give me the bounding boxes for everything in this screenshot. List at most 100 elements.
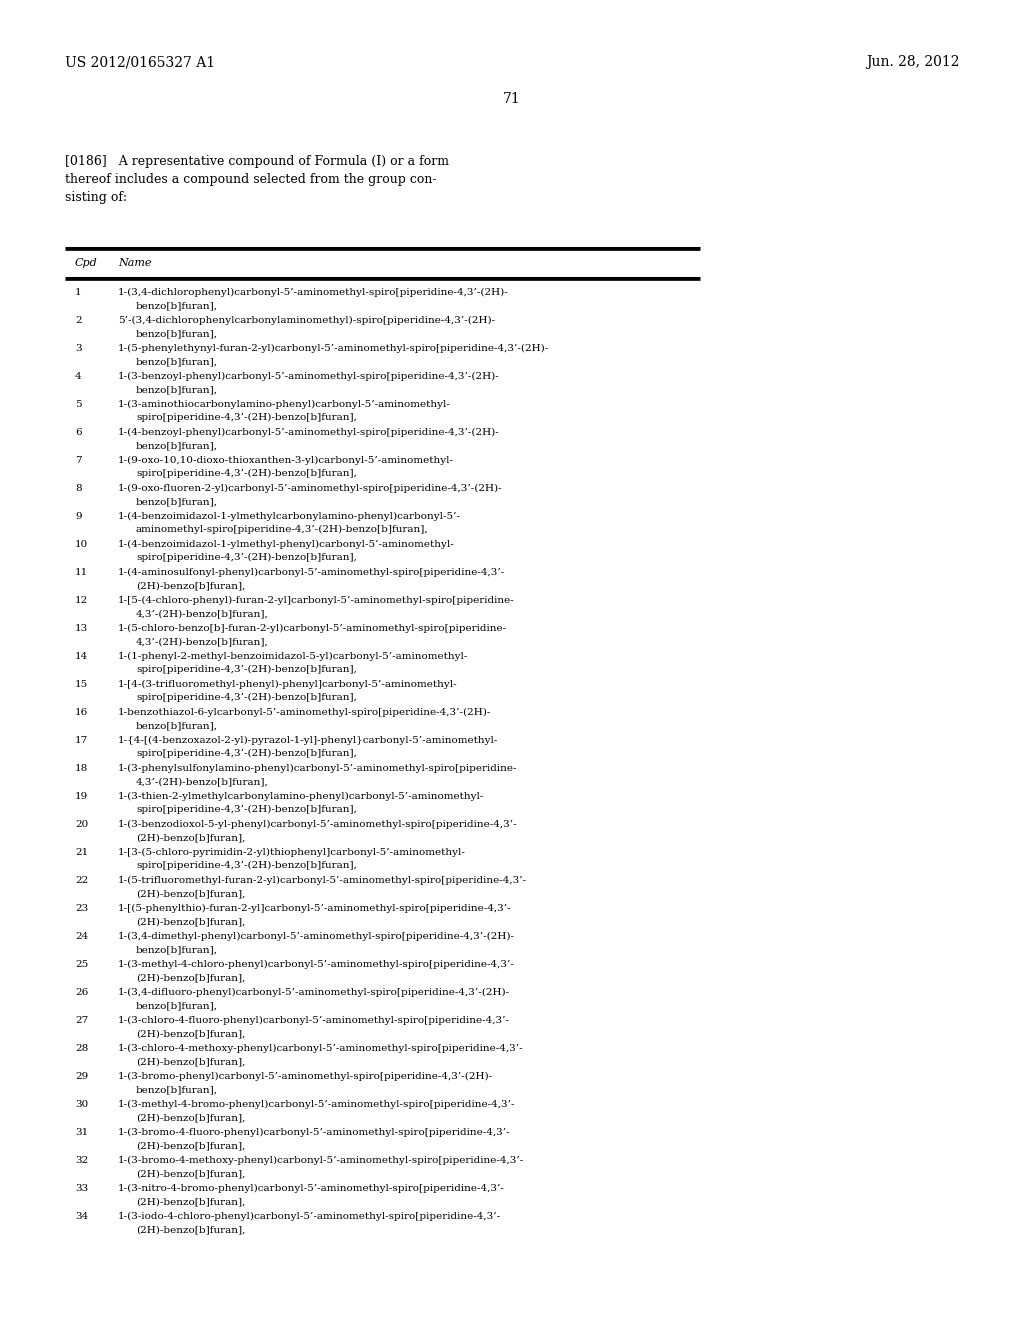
Text: spiro[piperidine-4,3’-(2H)-benzo[b]furan],: spiro[piperidine-4,3’-(2H)-benzo[b]furan… — [136, 693, 357, 702]
Text: 15: 15 — [75, 680, 88, 689]
Text: 2: 2 — [75, 315, 82, 325]
Text: (2H)-benzo[b]furan],: (2H)-benzo[b]furan], — [136, 1057, 246, 1067]
Text: spiro[piperidine-4,3’-(2H)-benzo[b]furan],: spiro[piperidine-4,3’-(2H)-benzo[b]furan… — [136, 805, 357, 814]
Text: spiro[piperidine-4,3’-(2H)-benzo[b]furan],: spiro[piperidine-4,3’-(2H)-benzo[b]furan… — [136, 748, 357, 758]
Text: US 2012/0165327 A1: US 2012/0165327 A1 — [65, 55, 215, 69]
Text: 1-(5-trifluoromethyl-furan-2-yl)carbonyl-5’-aminomethyl-spiro[piperidine-4,3’-: 1-(5-trifluoromethyl-furan-2-yl)carbonyl… — [118, 876, 527, 886]
Text: 1-(3-benzodioxol-5-yl-phenyl)carbonyl-5’-aminomethyl-spiro[piperidine-4,3’-: 1-(3-benzodioxol-5-yl-phenyl)carbonyl-5’… — [118, 820, 517, 829]
Text: (2H)-benzo[b]furan],: (2H)-benzo[b]furan], — [136, 1197, 246, 1206]
Text: 1-(1-phenyl-2-methyl-benzoimidazol-5-yl)carbonyl-5’-aminomethyl-: 1-(1-phenyl-2-methyl-benzoimidazol-5-yl)… — [118, 652, 468, 661]
Text: 1-(3-chloro-4-fluoro-phenyl)carbonyl-5’-aminomethyl-spiro[piperidine-4,3’-: 1-(3-chloro-4-fluoro-phenyl)carbonyl-5’-… — [118, 1016, 510, 1026]
Text: sisting of:: sisting of: — [65, 191, 127, 205]
Text: 6: 6 — [75, 428, 82, 437]
Text: 1-{4-[(4-benzoxazol-2-yl)-pyrazol-1-yl]-phenyl}carbonyl-5’-aminomethyl-: 1-{4-[(4-benzoxazol-2-yl)-pyrazol-1-yl]-… — [118, 737, 499, 744]
Text: 1-[(5-phenylthio)-furan-2-yl]carbonyl-5’-aminomethyl-spiro[piperidine-4,3’-: 1-[(5-phenylthio)-furan-2-yl]carbonyl-5’… — [118, 904, 512, 913]
Text: 71: 71 — [503, 92, 521, 106]
Text: 1-(3,4-dichlorophenyl)carbonyl-5’-aminomethyl-spiro[piperidine-4,3’-(2H)-: 1-(3,4-dichlorophenyl)carbonyl-5’-aminom… — [118, 288, 509, 297]
Text: 9: 9 — [75, 512, 82, 521]
Text: 1-(3-bromo-phenyl)carbonyl-5’-aminomethyl-spiro[piperidine-4,3’-(2H)-: 1-(3-bromo-phenyl)carbonyl-5’-aminomethy… — [118, 1072, 494, 1081]
Text: benzo[b]furan],: benzo[b]furan], — [136, 329, 218, 338]
Text: 26: 26 — [75, 987, 88, 997]
Text: (2H)-benzo[b]furan],: (2H)-benzo[b]furan], — [136, 1140, 246, 1150]
Text: 1-(3-methyl-4-chloro-phenyl)carbonyl-5’-aminomethyl-spiro[piperidine-4,3’-: 1-(3-methyl-4-chloro-phenyl)carbonyl-5’-… — [118, 960, 515, 969]
Text: benzo[b]furan],: benzo[b]furan], — [136, 721, 218, 730]
Text: spiro[piperidine-4,3’-(2H)-benzo[b]furan],: spiro[piperidine-4,3’-(2H)-benzo[b]furan… — [136, 553, 357, 562]
Text: Cpd: Cpd — [75, 257, 97, 268]
Text: 1-(3-iodo-4-chloro-phenyl)carbonyl-5’-aminomethyl-spiro[piperidine-4,3’-: 1-(3-iodo-4-chloro-phenyl)carbonyl-5’-am… — [118, 1212, 501, 1221]
Text: spiro[piperidine-4,3’-(2H)-benzo[b]furan],: spiro[piperidine-4,3’-(2H)-benzo[b]furan… — [136, 665, 357, 675]
Text: 5’-(3,4-dichlorophenylcarbonylaminomethyl)-spiro[piperidine-4,3’-(2H)-: 5’-(3,4-dichlorophenylcarbonylaminomethy… — [118, 315, 496, 325]
Text: 28: 28 — [75, 1044, 88, 1053]
Text: benzo[b]furan],: benzo[b]furan], — [136, 1001, 218, 1010]
Text: benzo[b]furan],: benzo[b]furan], — [136, 945, 218, 954]
Text: 1-[5-(4-chloro-phenyl)-furan-2-yl]carbonyl-5’-aminomethyl-spiro[piperidine-: 1-[5-(4-chloro-phenyl)-furan-2-yl]carbon… — [118, 597, 515, 605]
Text: 19: 19 — [75, 792, 88, 801]
Text: 1-(3-chloro-4-methoxy-phenyl)carbonyl-5’-aminomethyl-spiro[piperidine-4,3’-: 1-(3-chloro-4-methoxy-phenyl)carbonyl-5’… — [118, 1044, 523, 1053]
Text: 1-(5-chloro-benzo[b]-furan-2-yl)carbonyl-5’-aminomethyl-spiro[piperidine-: 1-(5-chloro-benzo[b]-furan-2-yl)carbonyl… — [118, 624, 507, 634]
Text: Name: Name — [118, 257, 152, 268]
Text: 1-(3-aminothiocarbonylamino-phenyl)carbonyl-5’-aminomethyl-: 1-(3-aminothiocarbonylamino-phenyl)carbo… — [118, 400, 451, 409]
Text: (2H)-benzo[b]furan],: (2H)-benzo[b]furan], — [136, 1170, 246, 1177]
Text: 1-(3-methyl-4-bromo-phenyl)carbonyl-5’-aminomethyl-spiro[piperidine-4,3’-: 1-(3-methyl-4-bromo-phenyl)carbonyl-5’-a… — [118, 1100, 515, 1109]
Text: benzo[b]furan],: benzo[b]furan], — [136, 441, 218, 450]
Text: 1-(3-bromo-4-methoxy-phenyl)carbonyl-5’-aminomethyl-spiro[piperidine-4,3’-: 1-(3-bromo-4-methoxy-phenyl)carbonyl-5’-… — [118, 1156, 524, 1166]
Text: spiro[piperidine-4,3’-(2H)-benzo[b]furan],: spiro[piperidine-4,3’-(2H)-benzo[b]furan… — [136, 469, 357, 478]
Text: 7: 7 — [75, 455, 82, 465]
Text: 1-(3,4-difluoro-phenyl)carbonyl-5’-aminomethyl-spiro[piperidine-4,3’-(2H)-: 1-(3,4-difluoro-phenyl)carbonyl-5’-amino… — [118, 987, 510, 997]
Text: 1-[3-(5-chloro-pyrimidin-2-yl)thiophenyl]carbonyl-5’-aminomethyl-: 1-[3-(5-chloro-pyrimidin-2-yl)thiophenyl… — [118, 847, 466, 857]
Text: 1-(3-benzoyl-phenyl)carbonyl-5’-aminomethyl-spiro[piperidine-4,3’-(2H)-: 1-(3-benzoyl-phenyl)carbonyl-5’-aminomet… — [118, 372, 500, 381]
Text: (2H)-benzo[b]furan],: (2H)-benzo[b]furan], — [136, 581, 246, 590]
Text: 18: 18 — [75, 764, 88, 774]
Text: 1-(5-phenylethynyl-furan-2-yl)carbonyl-5’-aminomethyl-spiro[piperidine-4,3’-(2H): 1-(5-phenylethynyl-furan-2-yl)carbonyl-5… — [118, 345, 549, 354]
Text: spiro[piperidine-4,3’-(2H)-benzo[b]furan],: spiro[piperidine-4,3’-(2H)-benzo[b]furan… — [136, 413, 357, 422]
Text: benzo[b]furan],: benzo[b]furan], — [136, 385, 218, 393]
Text: Jun. 28, 2012: Jun. 28, 2012 — [866, 55, 961, 69]
Text: (2H)-benzo[b]furan],: (2H)-benzo[b]furan], — [136, 1030, 246, 1038]
Text: 4: 4 — [75, 372, 82, 381]
Text: 22: 22 — [75, 876, 88, 884]
Text: 29: 29 — [75, 1072, 88, 1081]
Text: 1-(4-benzoimidazol-1-ylmethylcarbonylamino-phenyl)carbonyl-5’-: 1-(4-benzoimidazol-1-ylmethylcarbonylami… — [118, 512, 461, 521]
Text: 1-(4-aminosulfonyl-phenyl)carbonyl-5’-aminomethyl-spiro[piperidine-4,3’-: 1-(4-aminosulfonyl-phenyl)carbonyl-5’-am… — [118, 568, 505, 577]
Text: thereof includes a compound selected from the group con-: thereof includes a compound selected fro… — [65, 173, 436, 186]
Text: 4,3’-(2H)-benzo[b]furan],: 4,3’-(2H)-benzo[b]furan], — [136, 638, 268, 645]
Text: 33: 33 — [75, 1184, 88, 1193]
Text: 4,3’-(2H)-benzo[b]furan],: 4,3’-(2H)-benzo[b]furan], — [136, 777, 268, 785]
Text: 34: 34 — [75, 1212, 88, 1221]
Text: 13: 13 — [75, 624, 88, 634]
Text: spiro[piperidine-4,3’-(2H)-benzo[b]furan],: spiro[piperidine-4,3’-(2H)-benzo[b]furan… — [136, 861, 357, 870]
Text: 27: 27 — [75, 1016, 88, 1026]
Text: 31: 31 — [75, 1129, 88, 1137]
Text: 8: 8 — [75, 484, 82, 492]
Text: 4,3’-(2H)-benzo[b]furan],: 4,3’-(2H)-benzo[b]furan], — [136, 609, 268, 618]
Text: 21: 21 — [75, 847, 88, 857]
Text: 10: 10 — [75, 540, 88, 549]
Text: benzo[b]furan],: benzo[b]furan], — [136, 498, 218, 506]
Text: 1-(3-thien-2-ylmethylcarbonylamino-phenyl)carbonyl-5’-aminomethyl-: 1-(3-thien-2-ylmethylcarbonylamino-pheny… — [118, 792, 484, 801]
Text: 1-(3,4-dimethyl-phenyl)carbonyl-5’-aminomethyl-spiro[piperidine-4,3’-(2H)-: 1-(3,4-dimethyl-phenyl)carbonyl-5’-amino… — [118, 932, 515, 941]
Text: 20: 20 — [75, 820, 88, 829]
Text: 1-(9-oxo-10,10-dioxo-thioxanthen-3-yl)carbonyl-5’-aminomethyl-: 1-(9-oxo-10,10-dioxo-thioxanthen-3-yl)ca… — [118, 455, 454, 465]
Text: 24: 24 — [75, 932, 88, 941]
Text: 1-(3-bromo-4-fluoro-phenyl)carbonyl-5’-aminomethyl-spiro[piperidine-4,3’-: 1-(3-bromo-4-fluoro-phenyl)carbonyl-5’-a… — [118, 1129, 511, 1137]
Text: (2H)-benzo[b]furan],: (2H)-benzo[b]furan], — [136, 833, 246, 842]
Text: aminomethyl-spiro[piperidine-4,3’-(2H)-benzo[b]furan],: aminomethyl-spiro[piperidine-4,3’-(2H)-b… — [136, 525, 429, 535]
Text: 1-(9-oxo-fluoren-2-yl)carbonyl-5’-aminomethyl-spiro[piperidine-4,3’-(2H)-: 1-(9-oxo-fluoren-2-yl)carbonyl-5’-aminom… — [118, 484, 503, 494]
Text: 17: 17 — [75, 737, 88, 744]
Text: 11: 11 — [75, 568, 88, 577]
Text: (2H)-benzo[b]furan],: (2H)-benzo[b]furan], — [136, 888, 246, 898]
Text: 16: 16 — [75, 708, 88, 717]
Text: 1-benzothiazol-6-ylcarbonyl-5’-aminomethyl-spiro[piperidine-4,3’-(2H)-: 1-benzothiazol-6-ylcarbonyl-5’-aminometh… — [118, 708, 492, 717]
Text: 3: 3 — [75, 345, 82, 352]
Text: (2H)-benzo[b]furan],: (2H)-benzo[b]furan], — [136, 973, 246, 982]
Text: 14: 14 — [75, 652, 88, 661]
Text: benzo[b]furan],: benzo[b]furan], — [136, 301, 218, 310]
Text: benzo[b]furan],: benzo[b]furan], — [136, 1085, 218, 1094]
Text: 1-(4-benzoyl-phenyl)carbonyl-5’-aminomethyl-spiro[piperidine-4,3’-(2H)-: 1-(4-benzoyl-phenyl)carbonyl-5’-aminomet… — [118, 428, 500, 437]
Text: 25: 25 — [75, 960, 88, 969]
Text: (2H)-benzo[b]furan],: (2H)-benzo[b]furan], — [136, 917, 246, 927]
Text: 1-(4-benzoimidazol-1-ylmethyl-phenyl)carbonyl-5’-aminomethyl-: 1-(4-benzoimidazol-1-ylmethyl-phenyl)car… — [118, 540, 455, 549]
Text: benzo[b]furan],: benzo[b]furan], — [136, 356, 218, 366]
Text: (2H)-benzo[b]furan],: (2H)-benzo[b]furan], — [136, 1225, 246, 1234]
Text: (2H)-benzo[b]furan],: (2H)-benzo[b]furan], — [136, 1113, 246, 1122]
